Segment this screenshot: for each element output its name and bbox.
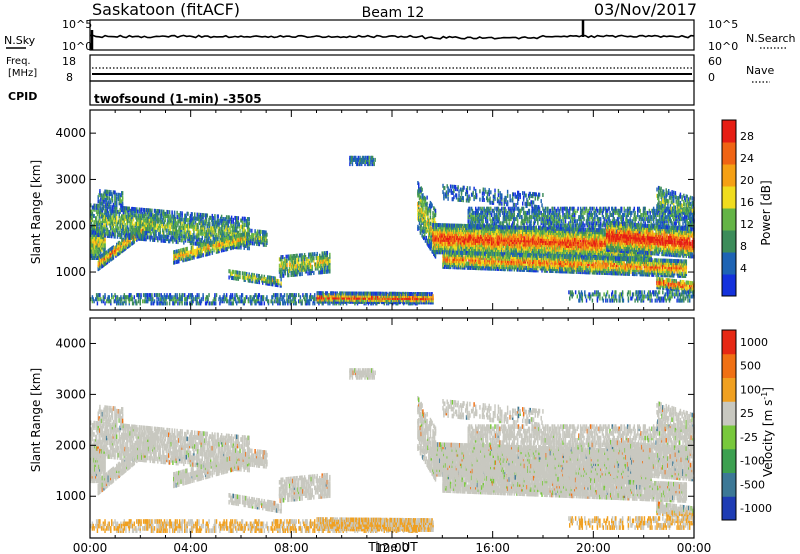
noise-right-tick-top: 10^5 [708,18,738,31]
velocity-ylabel: Slant Range [km] [29,368,43,472]
velocity-colorbar-tick: -25 [740,431,758,444]
power-colorbar-tick: 20 [740,174,754,187]
velocity-colorbar-label-sup: -1 [760,392,769,400]
velocity-colorbar-tick: 500 [740,360,761,373]
y-tick-label: 1000 [55,489,86,503]
noise-sky-trace [90,35,694,38]
x-tick-label: 16:00 [475,541,510,554]
noise-right-tick-bottom: 10^0 [708,40,738,53]
colorbar-swatch [722,230,736,253]
noise-left-tick-bottom: 10^0 [62,40,92,53]
velocity-colorbar-tick: -500 [740,478,765,491]
rti-plot: Saskatoon (fitACF) Beam 12 03/Nov/2017 N… [0,0,800,554]
power-colorbar-tick: 4 [740,262,747,275]
x-tick-label: 20:00 [576,541,611,554]
colorbar-swatch [722,186,736,209]
y-tick-label: 4000 [55,126,86,140]
power-panel: 1000 2000 3000 4000 Slant Range [km] [29,110,695,310]
y-tick-label: 3000 [55,172,86,186]
radar-title: Saskatoon (fitACF) [92,0,240,19]
colorbar-swatch [722,378,736,402]
colorbar-swatch [722,274,736,297]
nave-right-tick-top: 60 [708,55,722,68]
colorbar-swatch [722,142,736,165]
power-scatter-cells [90,156,695,306]
velocity-scatter-cells [90,368,695,533]
noise-left-tick-top: 10^5 [62,18,92,31]
noise-panel: N.Sky 10^5 10^0 10^5 10^0 N.Search [4,18,796,53]
colorbar-swatch [722,449,736,473]
y-tick-label: 2000 [55,219,86,233]
beam-title: Beam 12 [362,5,425,21]
nave-label: Nave [746,64,774,77]
colorbar-swatch [722,354,736,378]
nave-right-tick-bottom: 0 [708,71,715,84]
velocity-colorbar-tick: -1000 [740,502,772,515]
y-tick-label: 3000 [55,387,86,401]
y-tick-label: 4000 [55,336,86,350]
colorbar-swatch [722,401,736,425]
colorbar-swatch [722,208,736,231]
noise-sky-label: N.Sky [4,34,36,47]
y-tick-label: 1000 [55,265,86,279]
x-tick-label: 08:00 [274,541,309,554]
date-title: 03/Nov/2017 [594,0,697,19]
colorbar-swatch [722,330,736,354]
power-ylabel: Slant Range [km] [29,160,43,264]
velocity-colorbar-label-end: ] [761,387,775,392]
colorbar-swatch [722,496,736,520]
colorbar-swatch [722,473,736,497]
power-colorbar-label: Power [dB] [759,180,773,245]
velocity-colorbar-tick: 100 [740,383,761,396]
x-tick-label: 00:00 [73,541,108,554]
cpid-label: CPID [8,90,37,103]
colorbar-swatch [722,252,736,275]
power-colorbar-tick: 16 [740,196,754,209]
power-colorbar: 28 24 20 16 12 8 4 Power [dB] [722,120,773,297]
cpid-value: twofsound (1-min) -3505 [94,92,262,106]
velocity-colorbar-label: Velocity [m s [761,400,775,477]
freq-unit-label: [MHz] [8,68,37,79]
cpid-row: CPID twofsound (1-min) -3505 [8,81,694,106]
power-colorbar-tick: 24 [740,152,754,165]
velocity-panel: 1000 2000 3000 4000 Slant Range [km] [29,318,695,538]
colorbar-swatch [722,425,736,449]
freq-label: Freq. [6,56,31,67]
velocity-colorbar-tick: 25 [740,407,754,420]
power-colorbar-tick: 28 [740,130,754,143]
freq-left-tick-bottom: 8 [66,71,73,84]
freq-left-tick-top: 18 [62,55,76,68]
x-axis-label: Time UT [367,540,418,554]
velocity-colorbar-tick: 1000 [740,336,768,349]
y-tick-label: 2000 [55,438,86,452]
frequency-panel: Freq. [MHz] 18 8 60 0 Nave [6,55,774,84]
noise-search-label: N.Search [746,32,796,45]
power-colorbar-tick: 8 [740,240,747,253]
power-colorbar-tick: 12 [740,218,754,231]
x-tick-label: 00:00 [677,541,712,554]
x-tick-label: 04:00 [173,541,208,554]
colorbar-swatch [722,120,736,143]
colorbar-swatch [722,164,736,187]
